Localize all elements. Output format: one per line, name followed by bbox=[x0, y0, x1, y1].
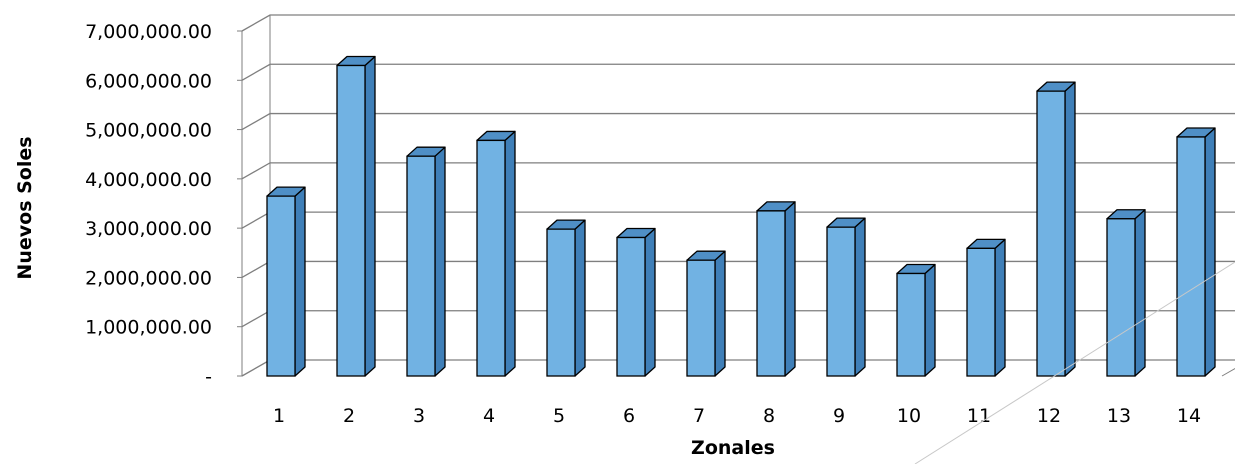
gridline bbox=[241, 63, 1235, 81]
y-tick-label: 4,000,000.00 bbox=[85, 169, 212, 191]
bar bbox=[686, 250, 726, 377]
bar-side bbox=[574, 219, 586, 377]
bar-front bbox=[896, 272, 926, 377]
bars bbox=[266, 55, 1216, 377]
x-tick-label: 6 bbox=[623, 405, 635, 427]
y-axis-title: Nuevos Soles bbox=[14, 136, 36, 279]
bar-front bbox=[686, 259, 716, 377]
x-tick-label: 7 bbox=[693, 405, 705, 427]
x-tick-label: 13 bbox=[1107, 405, 1131, 427]
bar-front bbox=[826, 226, 856, 377]
bar-side bbox=[1134, 209, 1146, 377]
bar bbox=[1036, 81, 1076, 377]
gridline bbox=[241, 310, 1235, 328]
x-tick-label: 4 bbox=[483, 405, 495, 427]
bar-side bbox=[1204, 127, 1216, 377]
x-tick-label: 2 bbox=[343, 405, 355, 427]
bar-side bbox=[644, 227, 656, 377]
bar bbox=[966, 238, 1006, 377]
gridline bbox=[241, 14, 1235, 32]
bar bbox=[266, 186, 306, 377]
x-axis-title: Zonales bbox=[691, 437, 775, 459]
x-tick-label: 10 bbox=[897, 405, 921, 427]
bar-front bbox=[266, 195, 296, 377]
bar-front bbox=[546, 228, 576, 377]
y-tick-label: 6,000,000.00 bbox=[85, 70, 212, 92]
y-tick-label: 1,000,000.00 bbox=[85, 317, 212, 339]
bar-side bbox=[434, 146, 446, 377]
bar-side bbox=[504, 130, 516, 377]
bar bbox=[406, 146, 446, 377]
bar-front bbox=[616, 236, 646, 377]
bar-front bbox=[1176, 136, 1206, 377]
bar-front bbox=[966, 247, 996, 377]
bar-side bbox=[924, 263, 936, 377]
bar-side bbox=[1064, 81, 1076, 377]
x-tick-label: 5 bbox=[553, 405, 565, 427]
gridline bbox=[241, 359, 1235, 377]
bar bbox=[756, 201, 796, 377]
gridline bbox=[241, 112, 1235, 131]
bar-side bbox=[364, 55, 376, 377]
gridline bbox=[241, 162, 1235, 180]
x-tick-label: 3 bbox=[413, 405, 425, 427]
floor-edge bbox=[241, 359, 1235, 377]
x-tick-label: 12 bbox=[1037, 405, 1061, 427]
bar bbox=[1106, 209, 1146, 377]
bar-front bbox=[476, 139, 506, 377]
bar-side bbox=[994, 238, 1006, 377]
bar-side bbox=[294, 186, 306, 377]
decorative-diagonal bbox=[914, 261, 1235, 464]
x-tick-label: 1 bbox=[273, 405, 285, 427]
y-tick-label: 5,000,000.00 bbox=[85, 120, 212, 142]
gridlines bbox=[237, 14, 1235, 377]
bar bbox=[546, 219, 586, 377]
y-tick-label: 7,000,000.00 bbox=[85, 21, 212, 43]
bar-front bbox=[406, 155, 436, 377]
gridline bbox=[241, 211, 1235, 229]
bar-side bbox=[854, 217, 866, 377]
y-tick-label: 2,000,000.00 bbox=[85, 267, 212, 289]
bar bbox=[476, 130, 516, 377]
x-tick-label: 11 bbox=[967, 405, 991, 427]
tick-labels: - 1,000,000.00 2,000,000.00 3,000,000.00 4,0… bbox=[85, 21, 1201, 427]
bar bbox=[1176, 127, 1216, 377]
bar-front bbox=[336, 64, 366, 377]
bar-front bbox=[756, 210, 786, 377]
bar-side bbox=[784, 201, 796, 377]
bar bbox=[826, 217, 866, 377]
bar bbox=[336, 55, 376, 377]
bar-front bbox=[1036, 90, 1066, 377]
y-tick-label: 3,000,000.00 bbox=[85, 218, 212, 240]
bar bbox=[896, 263, 936, 377]
x-tick-label: 9 bbox=[833, 405, 845, 427]
bar-side bbox=[714, 250, 726, 377]
x-tick-label: 8 bbox=[763, 405, 775, 427]
y-tick-label: - bbox=[205, 366, 212, 388]
gridline bbox=[241, 260, 1235, 278]
bar bbox=[616, 227, 656, 377]
x-tick-label: 14 bbox=[1177, 405, 1201, 427]
bar-front bbox=[1106, 218, 1136, 377]
